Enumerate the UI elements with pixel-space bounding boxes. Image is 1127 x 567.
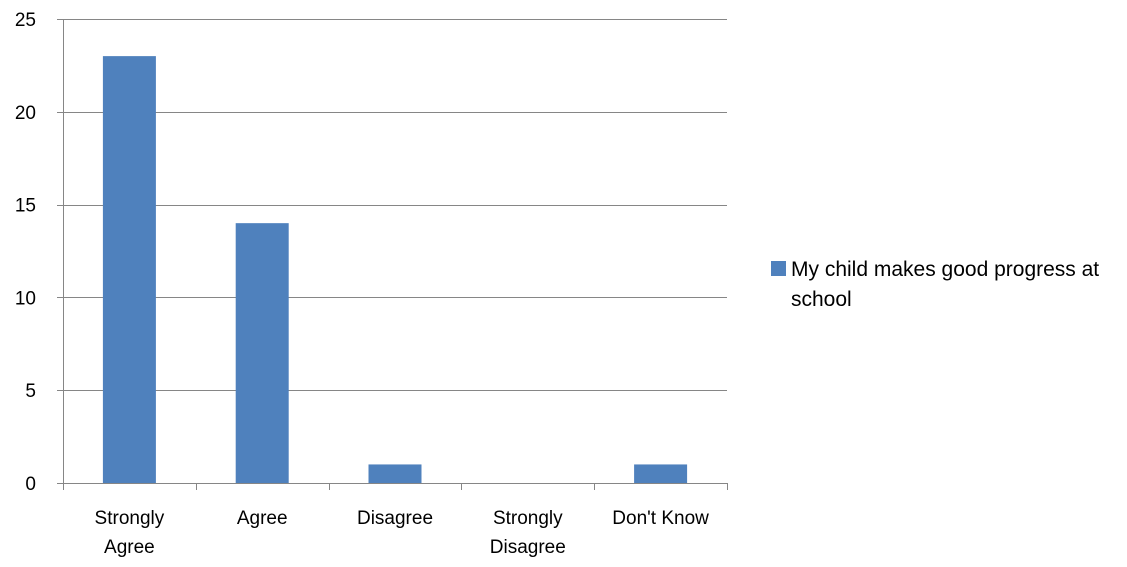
- y-axis-ticks: 0 5 10 15 20 25: [15, 10, 63, 495]
- x-tick-label: Strongly: [493, 508, 563, 529]
- x-tick-label: Strongly: [95, 508, 165, 529]
- y-tick-label: 20: [15, 103, 36, 124]
- y-tick-label: 10: [15, 288, 36, 309]
- y-tick-label: 5: [25, 381, 36, 402]
- legend-label: My child makes good progress at school: [791, 258, 1100, 311]
- x-tick-label: Agree: [237, 508, 288, 529]
- x-tick-label: Agree: [104, 537, 155, 558]
- legend-swatch: [771, 261, 786, 276]
- axes: [63, 19, 727, 484]
- bar: [634, 464, 688, 483]
- bar: [368, 464, 422, 483]
- gridlines: [63, 19, 727, 391]
- bars: [102, 56, 688, 484]
- y-tick-label: 0: [25, 474, 36, 495]
- x-tick-label: Don't Know: [612, 508, 709, 529]
- x-tick-label: Disagree: [357, 508, 433, 529]
- y-tick-label: 15: [15, 196, 36, 217]
- y-tick-label: 25: [15, 10, 36, 31]
- bar: [235, 223, 289, 483]
- bar: [102, 56, 156, 484]
- x-tick-label: Disagree: [490, 537, 566, 558]
- legend: My child makes good progress at school: [771, 255, 1121, 315]
- x-axis-ticks: Strongly Agree Agree Disagree Strongly Disagr…: [63, 483, 728, 558]
